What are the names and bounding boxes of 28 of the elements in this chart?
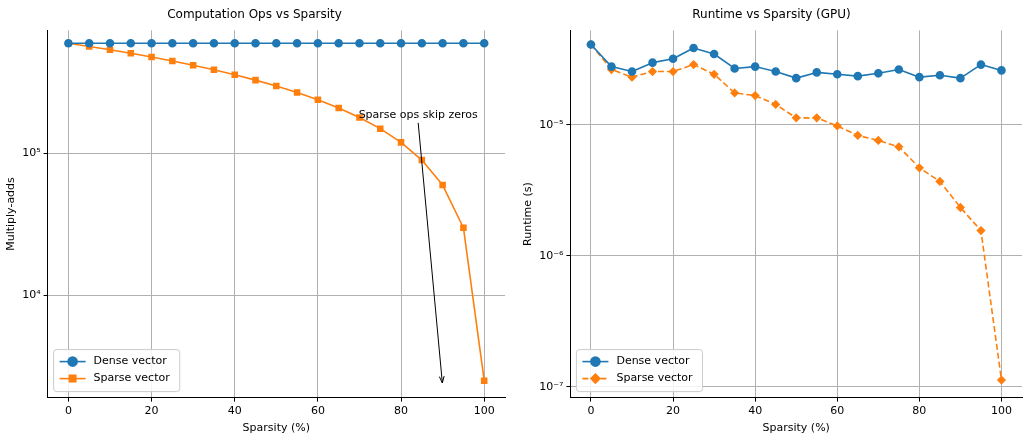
x-axis-title: Sparsity (%): [242, 421, 310, 435]
x-tick-label: 80: [912, 404, 927, 418]
x-axis-title: Sparsity (%): [762, 421, 830, 435]
x-tick-label: 20: [666, 404, 681, 418]
y-tick-label: 10⁻⁷: [539, 379, 564, 393]
x-tick-label: 60: [830, 404, 845, 418]
chart-title: Runtime vs Sparsity (GPU): [692, 7, 851, 22]
x-tick-label: 0: [64, 404, 72, 418]
y-axis-title: Multiply-adds: [4, 176, 18, 251]
legend-label: Dense vector: [93, 354, 168, 368]
x-tick-label: 20: [144, 404, 159, 418]
y-tick-label: 10⁻⁵: [539, 117, 564, 131]
y-axis-title: Runtime (s): [521, 182, 535, 246]
annotation: Sparse ops skip zeros: [358, 107, 478, 121]
x-tick-label: 60: [310, 404, 325, 418]
x-tick-label: 40: [227, 404, 242, 418]
x-tick-label: 0: [587, 404, 595, 418]
legend-label: Sparse vector: [93, 371, 171, 385]
y-tick-label: 10⁵: [22, 146, 41, 160]
legend-label: Sparse vector: [616, 371, 693, 385]
y-tick-label: 10⁻⁶: [539, 248, 564, 262]
x-tick-label: 80: [394, 404, 409, 418]
x-tick-label: 40: [748, 404, 763, 418]
x-tick-label: 100: [473, 404, 495, 418]
y-tick-label: 10⁴: [22, 288, 42, 302]
legend-label: Dense vector: [616, 354, 690, 368]
chart-title: Computation Ops vs Sparsity: [167, 7, 342, 22]
x-tick-label: 100: [990, 404, 1012, 418]
